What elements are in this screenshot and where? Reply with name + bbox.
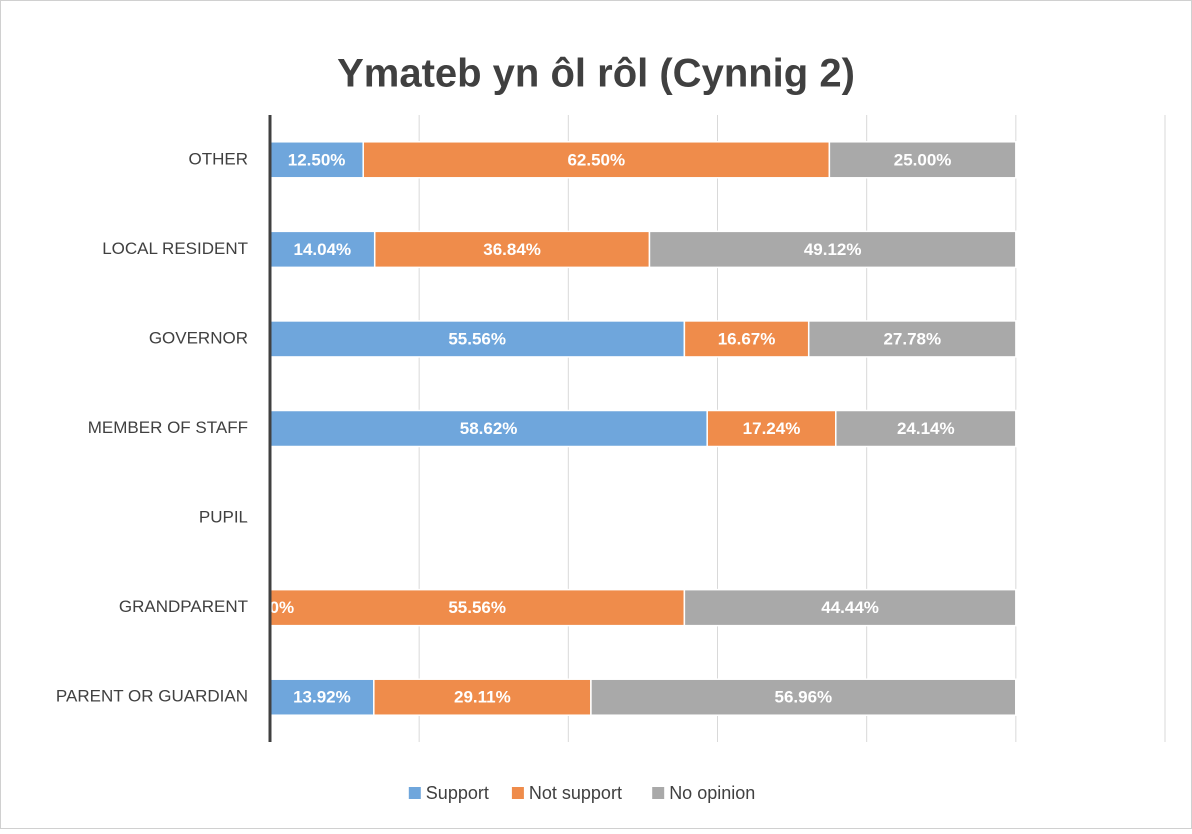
data-label: 12.50% [288,150,346,169]
bar-segment [828,141,1017,179]
data-label: 24.14% [897,419,955,438]
data-label: 49.12% [804,240,862,259]
y-tick-label: PARENT OR GUARDIAN [56,687,248,706]
y-tick-label: GOVERNOR [149,328,248,347]
data-label: 36.84% [483,240,541,259]
y-tick-label: GRANDPARENT [119,597,248,616]
legend-label: No opinion [669,783,755,803]
bar-segment [373,230,651,269]
bar-segment [269,230,376,269]
data-label: 13.92% [293,688,351,707]
bar-segment [362,141,831,179]
data-label: 56.96% [775,688,833,707]
y-tick-label: OTHER [189,149,249,168]
y-tick-label: LOCAL RESIDENT [102,239,248,258]
data-label: 16.67% [718,329,776,348]
data-label: 55.56% [448,329,506,348]
chart-title: Ymateb yn ôl rôl (Cynnig 2) [337,52,855,96]
legend-label: Support [426,783,489,803]
data-label: 55.56% [448,598,506,617]
bar-segment [269,141,364,179]
data-label: 58.62% [460,419,518,438]
legend-swatch [652,787,665,799]
bar-segment [373,678,592,716]
data-label: 17.24% [743,419,801,438]
bar-segment [683,588,1017,627]
data-label: 29.11% [454,688,511,707]
data-label: 25.00% [894,150,952,169]
bar-segment [269,678,375,716]
data-label: 27.78% [883,329,941,348]
bar-segment [269,409,708,448]
y-tick-label: PUPIL [199,508,248,527]
bar-segment [590,678,1017,716]
data-label: 62.50% [567,150,625,169]
bar-segment [269,588,686,627]
data-label: 44.44% [821,598,879,617]
data-label: 14.04% [294,240,352,259]
y-tick-label: MEMBER OF STAFF [88,418,248,437]
legend-swatch [511,787,524,799]
bar-segment [835,409,1017,448]
bar-segment [648,230,1017,269]
bar-segment [807,320,1017,358]
bar-segment [683,320,810,358]
legend-label: Not support [529,783,622,803]
legend-swatch [408,787,421,799]
